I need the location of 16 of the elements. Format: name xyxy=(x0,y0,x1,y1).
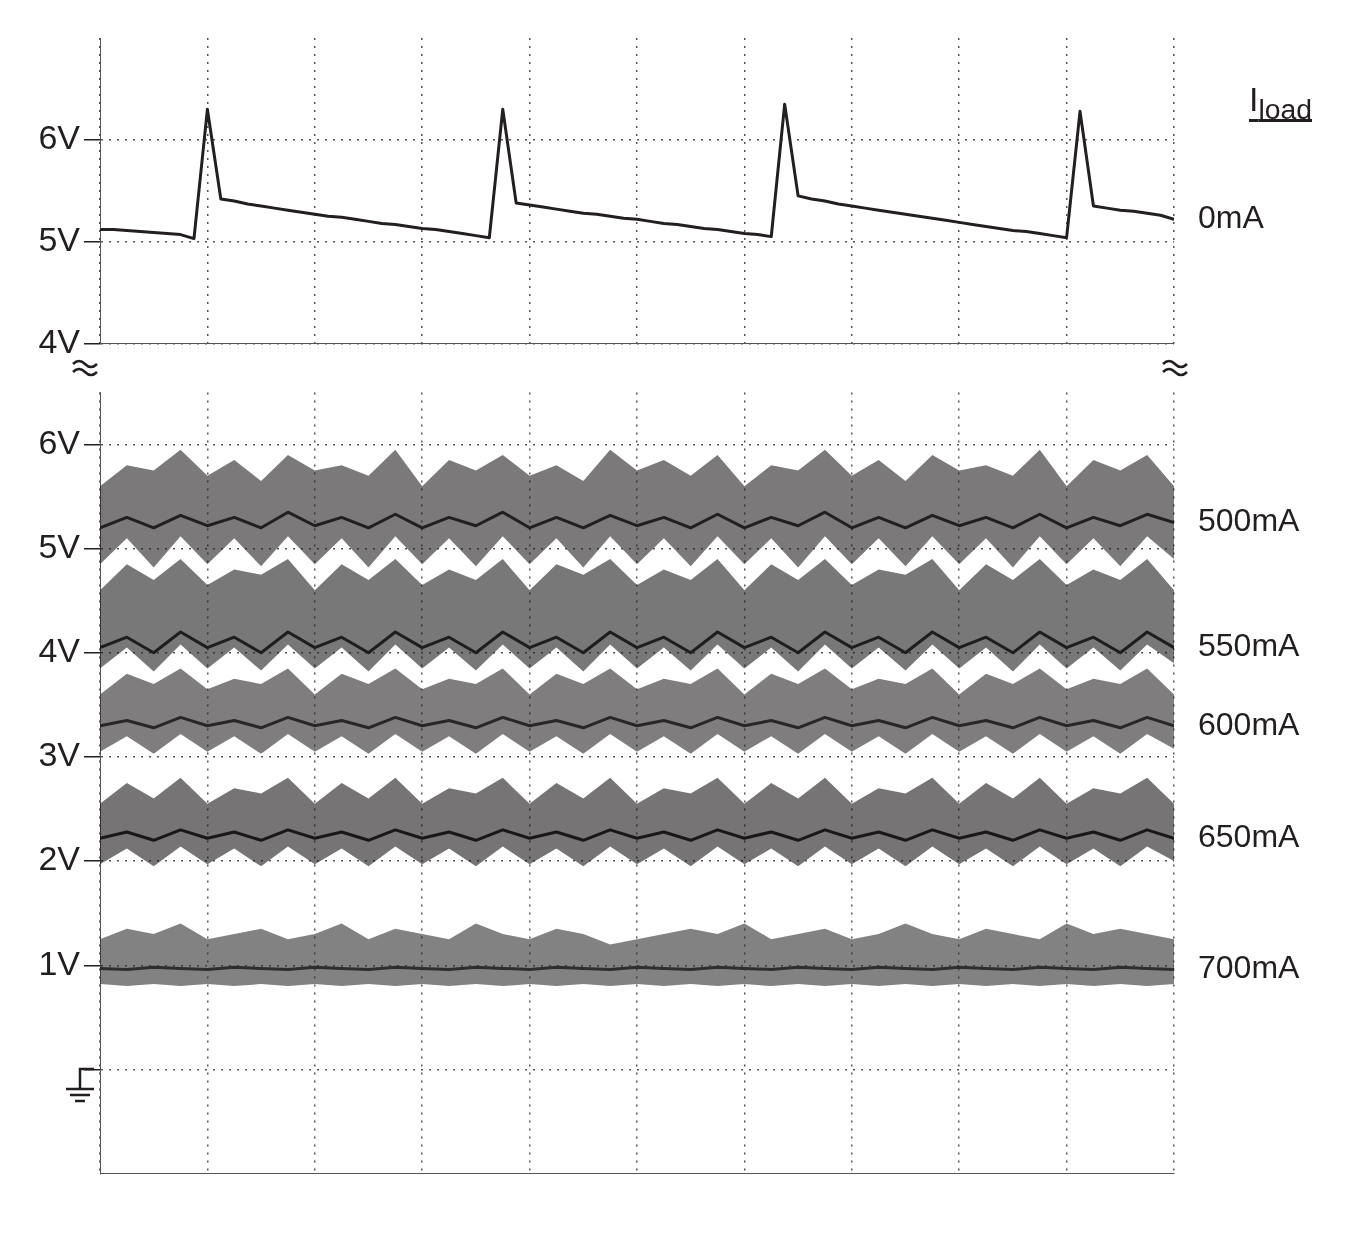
y-tick-label: 2V xyxy=(38,839,81,878)
y-tick-label: 4V xyxy=(38,631,81,670)
series-label: 0mA xyxy=(1198,199,1265,236)
y-tick-label: 4V xyxy=(38,321,81,360)
y-tick-label: 1V xyxy=(38,943,81,982)
series-label: 600mA xyxy=(1198,705,1301,742)
series-label: 500mA xyxy=(1198,502,1301,539)
series-label: 700mA xyxy=(1198,949,1301,986)
y-tick-label: 5V xyxy=(38,220,81,259)
legend-title: I$_{load}$ xyxy=(1248,80,1312,126)
series-label: 550mA xyxy=(1198,627,1301,664)
y-tick-label: 6V xyxy=(38,422,81,461)
y-tick-label: 3V xyxy=(38,735,81,774)
y-tick-label: 5V xyxy=(38,527,81,566)
y-tick-label: 6V xyxy=(38,118,81,157)
series-label: 650mA xyxy=(1198,818,1301,855)
